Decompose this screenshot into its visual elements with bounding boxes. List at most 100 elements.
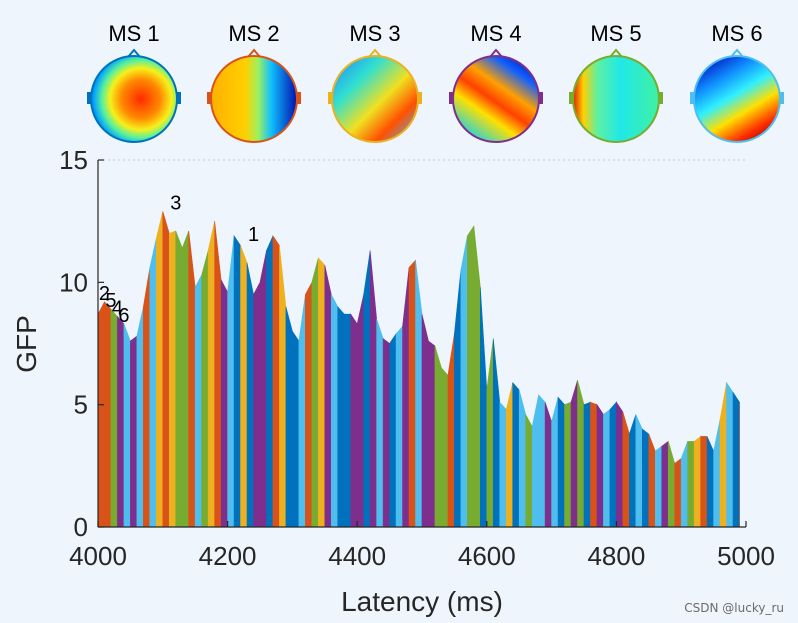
gfp-segment-ms2 [590, 401, 598, 528]
gfp-segment-ms6 [551, 397, 559, 528]
gfp-segment-ms4 [661, 440, 669, 528]
topomap-title: MS 5 [590, 21, 641, 46]
topomap-title: MS 1 [108, 21, 159, 46]
gfp-segment-ms6 [680, 441, 688, 528]
gfp-segment-ms6 [194, 274, 202, 528]
gfp-segment-ms6 [123, 323, 131, 528]
gfp-segment-ms4 [382, 338, 390, 528]
gfp-segment-ms6 [518, 389, 526, 528]
gfp-segment-ms6 [330, 294, 339, 528]
topomap-ms6: MS 6 [690, 21, 784, 143]
gfp-segment-ms5 [311, 257, 319, 528]
nose-icon [127, 48, 141, 58]
gfp-segment-ms1 [609, 401, 617, 528]
gfp-segment-ms3 [168, 230, 177, 528]
segment-label: 3 [170, 192, 181, 214]
gfp-segment-ms4 [369, 250, 377, 528]
gfp-segment-ms1 [492, 338, 501, 528]
gfp-segment-ms6 [460, 235, 468, 528]
ear-icon [539, 92, 543, 104]
gfp-segment-ms4 [220, 279, 228, 528]
gfp-segment-ms4 [428, 340, 436, 528]
gfp-segment-ms2 [447, 333, 455, 528]
gfp-segment-ms1 [337, 306, 345, 528]
gfp-segment-ms5 [486, 338, 494, 528]
gfp-segment-ms6 [531, 394, 539, 528]
gfp-segment-ms3 [693, 435, 701, 528]
gfp-segment-ms5 [467, 225, 475, 528]
segment-label: 4 [112, 298, 123, 320]
ear-icon [780, 92, 784, 104]
gfp-segment-ms2 [700, 436, 708, 528]
y-axis-title: GFP [11, 315, 42, 373]
ear-icon [569, 92, 573, 104]
ear-icon [690, 92, 694, 104]
gfp-segment-ms6 [415, 260, 423, 528]
gfp-segment-ms5 [473, 226, 481, 528]
topomap-head [572, 55, 660, 143]
gfp-segment-ms3 [719, 382, 727, 528]
ear-icon [328, 92, 332, 104]
x-tick-label: 4400 [328, 541, 386, 571]
gfp-segment-ms1 [706, 436, 714, 528]
gfp-segment-ms2 [674, 457, 682, 528]
gfp-segment-ms3 [207, 221, 215, 528]
gfp-segment-ms5 [577, 380, 585, 528]
gfp-segment-ms3 [505, 382, 514, 528]
gfp-segment-ms4 [117, 315, 125, 528]
gfp-segment-ms2 [214, 221, 222, 528]
segment-label: 1 [248, 224, 259, 246]
y-tick-label: 0 [74, 512, 88, 542]
gfp-segment-ms1 [454, 270, 462, 528]
x-tick-label: 4200 [199, 541, 257, 571]
gfp-segment-ms4 [130, 335, 138, 528]
gfp-segment-ms3 [240, 245, 248, 528]
gfp-segment-ms6 [376, 318, 384, 528]
nose-icon [609, 48, 623, 58]
gfp-segment-ms2 [648, 433, 656, 528]
y-tick-label: 5 [74, 390, 88, 420]
x-tick-label: 4000 [69, 541, 127, 571]
gfp-segment-ms5 [110, 308, 118, 528]
gfp-segment-ms2 [104, 301, 112, 528]
gfp-segment-ms2 [188, 230, 196, 528]
gfp-segment-ms6 [635, 414, 643, 528]
gfp-segment-ms1 [343, 313, 352, 528]
gfp-segment-ms6 [603, 408, 611, 528]
ear-icon [449, 92, 453, 104]
gfp-segment-ms2 [97, 301, 105, 528]
x-tick-label: 5000 [717, 541, 775, 571]
gfp-segment-ms3 [318, 257, 326, 528]
y-tick-label: 10 [59, 267, 88, 297]
gfp-segment-ms5 [441, 367, 449, 528]
y-tick-label: 15 [59, 145, 88, 175]
x-tick-label: 4600 [458, 541, 516, 571]
gfp-segment-ms1 [363, 250, 371, 528]
gfp-segment-ms3 [156, 211, 164, 528]
gfp-segment-ms4 [421, 314, 429, 528]
gfp-segment-ms1 [732, 391, 740, 528]
gfp-segment-ms6 [499, 401, 507, 528]
segment-label: 2 [99, 283, 110, 305]
x-axis-title: Latency (ms) [341, 586, 503, 617]
x-tick-label: 4800 [587, 541, 645, 571]
ear-icon [177, 92, 181, 104]
nose-icon [489, 48, 503, 58]
topomap-ms4: MS 4 [449, 21, 543, 143]
topomap-head [90, 55, 178, 143]
gfp-segment-ms1 [233, 234, 241, 528]
ear-icon [297, 92, 301, 104]
gfp-segment-ms3 [279, 245, 287, 528]
gfp-segment-ms1 [389, 332, 397, 528]
segment-label: 6 [118, 305, 129, 327]
gfp-segment-ms5 [525, 414, 533, 528]
gfp-segment-ms4 [350, 313, 358, 528]
gfp-segment-ms5 [201, 250, 209, 528]
topomap-ms1: MS 1 [87, 21, 181, 143]
gfp-segment-ms2 [622, 411, 630, 528]
topomap-ms2: MS 2 [207, 21, 301, 143]
ear-icon [659, 92, 663, 104]
topomap-head [693, 55, 781, 143]
gfp-segment-ms6 [149, 238, 157, 528]
